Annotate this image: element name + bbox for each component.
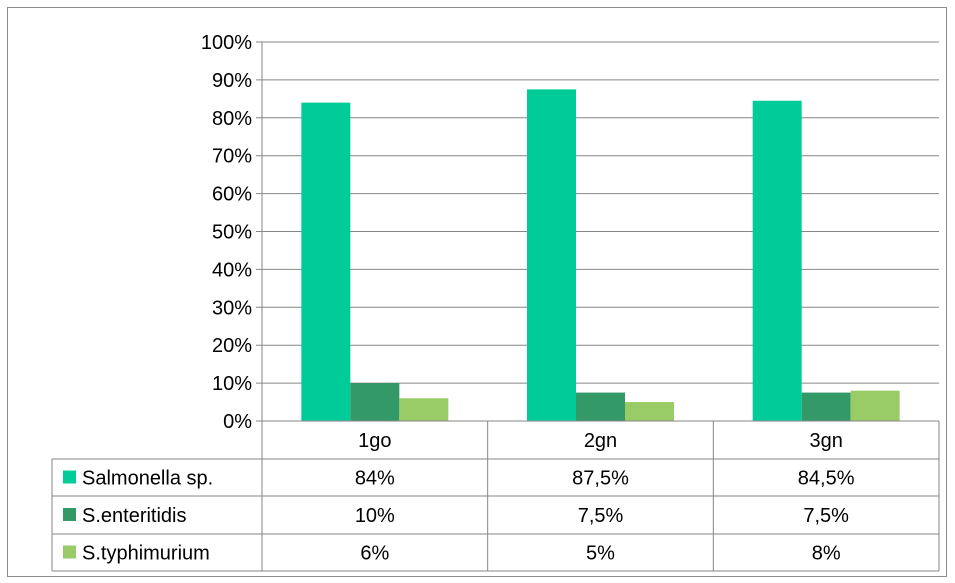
data-label: 6% <box>360 543 389 565</box>
data-label: 7,5% <box>803 505 849 527</box>
bars <box>301 89 900 422</box>
data-label: 84,5% <box>798 468 855 490</box>
bar-s-typhimurium-1go <box>399 398 449 421</box>
legend-label: S.typhimurium <box>82 543 210 565</box>
y-tick-label: 10% <box>212 373 252 395</box>
bar-s-typhimurium-3gn <box>850 390 900 421</box>
legend-label: S.enteritidis <box>82 505 187 527</box>
category-label: 3gn <box>809 430 842 452</box>
bar-s-enteritidis-2gn <box>576 392 625 421</box>
data-label: 84% <box>355 468 395 490</box>
y-tick-label: 90% <box>212 70 252 92</box>
data-label: 7,5% <box>578 505 624 527</box>
legend-swatch <box>63 470 76 484</box>
gridlines <box>256 41 939 422</box>
y-axis: 0% 10% 20% 30% 40% 50% 60% 70% 80% 90% 100% <box>201 32 263 433</box>
data-label: 87,5% <box>572 468 629 490</box>
legend-label: Salmonella sp. <box>82 468 213 490</box>
y-tick-label: 50% <box>212 222 252 244</box>
legend-swatch <box>63 545 76 559</box>
y-tick-label: 60% <box>212 184 252 206</box>
y-tick-label: 100% <box>201 32 252 54</box>
bar-salmonella-sp--3gn <box>752 100 802 422</box>
category-label: 1go <box>358 430 391 452</box>
data-label: 5% <box>586 543 615 565</box>
legend-swatch <box>63 508 76 521</box>
y-tick-label: 20% <box>212 335 252 357</box>
data-label: 8% <box>812 543 841 565</box>
y-tick-label: 80% <box>212 108 252 130</box>
y-tick-label: 70% <box>212 146 252 168</box>
bar-s-typhimurium-2gn <box>625 402 674 421</box>
category-label: 2gn <box>584 430 617 452</box>
bar-salmonella-sp--1go <box>301 102 351 421</box>
y-tick-label: 40% <box>212 259 252 281</box>
bar-s-enteritidis-1go <box>350 383 400 421</box>
bar-salmonella-sp--2gn <box>527 89 576 421</box>
y-tick-label: 0% <box>223 411 252 433</box>
bar-s-enteritidis-3gn <box>801 392 851 421</box>
y-tick-label: 30% <box>212 297 252 319</box>
data-table: 1go 2gn 3gn Salmonella sp. 84% 87,5% 84,5% S.en… <box>51 420 940 572</box>
data-label: 10% <box>355 505 395 527</box>
